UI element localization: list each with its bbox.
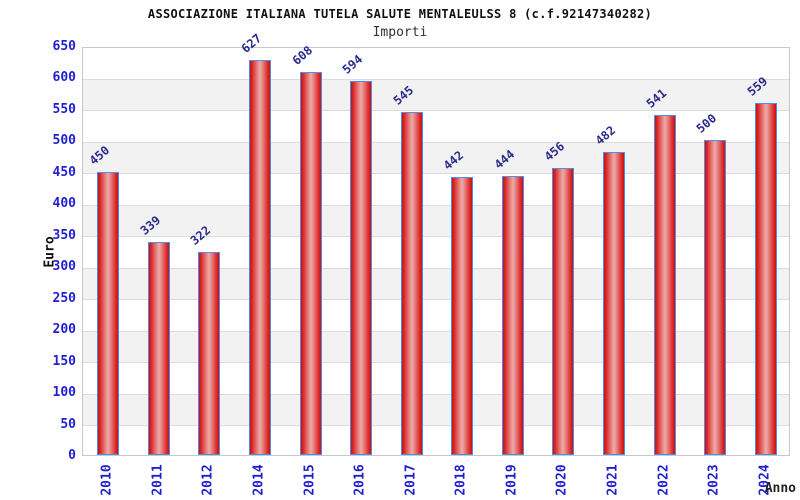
y-tick-label-150: 150 — [52, 353, 76, 369]
x-tick-label-2017: 2017 — [403, 464, 419, 496]
bar-2015 — [299, 72, 322, 455]
x-tick-label-2016: 2016 — [352, 464, 368, 496]
bar-value-label-2017: 545 — [390, 83, 416, 108]
y-tick-label-450: 450 — [52, 164, 76, 180]
x-tick-label-2022: 2022 — [656, 464, 672, 496]
y-tick-label-550: 550 — [52, 101, 76, 117]
gridline-400 — [83, 204, 789, 206]
y-tick-label-0: 0 — [68, 448, 76, 463]
x-axis-title: Anno — [764, 481, 796, 496]
gridline-200 — [83, 330, 789, 332]
chart-title: ASSOCIAZIONE ITALIANA TUTELA SALUTE MENT… — [147, 7, 653, 21]
x-tick-label-2019: 2019 — [504, 464, 520, 496]
gridline-350 — [83, 236, 789, 238]
x-tick-label-2012: 2012 — [200, 464, 216, 496]
gridline-500 — [83, 141, 789, 143]
x-tick-label-2020: 2020 — [554, 464, 570, 496]
x-tick-label-2010: 2010 — [99, 464, 115, 496]
x-tick-label-2015: 2015 — [302, 464, 318, 496]
bar-value-label-2018: 442 — [440, 147, 467, 173]
gridline-450 — [83, 173, 789, 175]
y-tick-label-200: 200 — [52, 322, 76, 338]
bar-2020 — [552, 168, 575, 455]
x-tick-label-2014: 2014 — [251, 464, 267, 496]
y-tick-label-350: 350 — [52, 227, 76, 243]
bar-value-label-2015: 608 — [289, 43, 315, 69]
gridline-600 — [83, 78, 789, 80]
y-tick-label-400: 400 — [52, 196, 76, 212]
x-tick-label-2023: 2023 — [706, 464, 722, 496]
bar-2023 — [704, 140, 727, 455]
bar-2011 — [147, 241, 170, 455]
bar-value-label-2012: 322 — [188, 223, 214, 249]
gridline-550 — [83, 110, 789, 112]
x-tick-label-2011: 2011 — [150, 464, 166, 496]
y-tick-label-600: 600 — [52, 70, 76, 86]
y-tick-label-300: 300 — [52, 259, 76, 275]
bar-2012 — [198, 252, 221, 455]
gridline-100 — [83, 393, 789, 395]
y-axis-title: Euro — [42, 236, 58, 268]
bar-2016 — [350, 81, 373, 455]
bar-2024 — [754, 103, 777, 455]
bar-value-label-2023: 500 — [693, 111, 720, 137]
y-tick-label-650: 650 — [52, 39, 76, 54]
gridline-300 — [83, 267, 789, 269]
bar-2021 — [603, 151, 625, 455]
gridline-50 — [83, 425, 789, 427]
chart-subtitle: Importi — [372, 25, 428, 40]
bar-2017 — [400, 112, 423, 455]
y-tick-label-500: 500 — [52, 133, 76, 149]
gridline-250 — [83, 299, 789, 301]
bar-2014 — [249, 60, 271, 455]
gridline-150 — [83, 362, 789, 364]
bar-2010 — [97, 171, 120, 455]
bar-2022 — [653, 114, 676, 455]
bar-value-label-2020: 456 — [542, 139, 568, 164]
x-tick-label-2021: 2021 — [605, 464, 621, 496]
bar-value-label-2011: 339 — [137, 212, 164, 238]
y-tick-label-250: 250 — [52, 290, 76, 306]
bar-value-label-2022: 541 — [643, 85, 669, 111]
bar-2019 — [501, 175, 524, 455]
x-tick-label-2018: 2018 — [453, 464, 469, 496]
y-tick-label-50: 50 — [60, 416, 76, 432]
bar-2018 — [451, 176, 474, 455]
y-tick-label-100: 100 — [52, 385, 76, 401]
bar-value-label-2021: 482 — [592, 122, 619, 148]
y-axis-tick-labels: 0 50 100 150 200 250 300 350 400 450 500 550 600 650 — [10, 39, 76, 463]
bar-value-label-2019: 444 — [491, 146, 518, 172]
bar-value-label-2010: 450 — [86, 142, 113, 168]
plot-area: 450 339 322 627 608 594 545 442 444 456 482 541 500 5… — [82, 32, 790, 456]
bar-value-label-2016: 594 — [339, 52, 366, 78]
